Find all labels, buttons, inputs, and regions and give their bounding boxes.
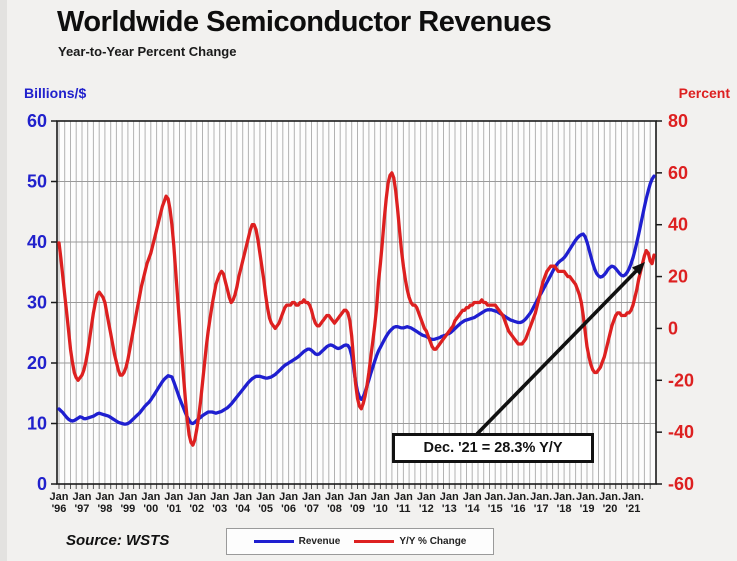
left-axis-tick-label: 0 — [37, 474, 47, 494]
x-axis-tick-label: Jan '10 — [371, 491, 390, 515]
x-axis-tick-label: Jan. '16 — [507, 491, 529, 515]
left-axis-tick-label: 10 — [27, 414, 47, 434]
left-axis-tick-label: 30 — [27, 293, 47, 313]
yoy-change-line-swatch — [354, 540, 395, 543]
x-axis-tick-label: Jan '08 — [325, 491, 344, 515]
right-axis-tick-label: 40 — [668, 215, 688, 235]
x-axis-tick-label: Jan. '21 — [622, 491, 644, 515]
chart-subtitle: Year-to-Year Percent Change — [58, 44, 237, 59]
annotation-arrow-line — [475, 266, 641, 436]
x-axis-tick-label: Jan '13 — [440, 491, 459, 515]
x-axis-tick-label: Jan '97 — [72, 491, 91, 515]
legend: Revenue Y/Y % Change — [226, 528, 494, 555]
x-axis-tick-label: Jan '03 — [210, 491, 229, 515]
page-edge-strip — [0, 0, 7, 561]
left-axis-tick-label: 50 — [27, 172, 47, 192]
x-axis-tick-label: Jan. '15 — [484, 491, 506, 515]
right-axis-tick-label: 60 — [668, 163, 688, 183]
right-axis-tick-label: 80 — [668, 111, 688, 131]
legend-item-yoy-change: Y/Y % Change — [354, 536, 466, 547]
chart-title: Worldwide Semiconductor Revenues — [57, 6, 552, 38]
x-axis-tick-label: Jan '07 — [302, 491, 321, 515]
x-axis-tick-label: Jan '00 — [141, 491, 160, 515]
right-axis-tick-label: 20 — [668, 267, 688, 287]
annotation-box: Dec. '21 = 28.3% Y/Y — [392, 433, 594, 463]
x-axis-tick-label: Jan '04 — [233, 491, 252, 515]
x-axis-tick-label: Jan. '18 — [553, 491, 575, 515]
x-axis-tick-label: Jan '12 — [417, 491, 436, 515]
right-axis-tick-label: -40 — [668, 422, 694, 442]
x-axis-tick-label: Jan '11 — [394, 491, 413, 515]
yoy-change-line — [57, 171, 656, 447]
legend-item-revenue: Revenue — [253, 536, 341, 547]
right-axis-tick-label: -60 — [668, 474, 694, 494]
x-axis-tick-label: Jan '05 — [256, 491, 275, 515]
x-axis-tick-label: Jan '98 — [95, 491, 114, 515]
left-axis-unit-label: Billions/$ — [24, 85, 87, 101]
x-axis-tick-label: Jan. '19 — [576, 491, 598, 515]
x-axis-tick-label: Jan '09 — [348, 491, 367, 515]
x-axis-tick-label: Jan '99 — [118, 491, 137, 515]
x-axis-tick-label: Jan '14 — [463, 491, 482, 515]
x-axis-tick-label: Jan '96 — [50, 491, 69, 515]
x-axis-tick-label: Jan '01 — [164, 491, 183, 515]
legend-label-yoy-change: Y/Y % Change — [399, 536, 467, 547]
left-axis-tick-label: 60 — [27, 111, 47, 131]
left-axis-tick-label: 20 — [27, 353, 47, 373]
source-label: Source: WSTS — [66, 532, 170, 549]
x-axis-tick-label: Jan '06 — [279, 491, 298, 515]
x-axis-tick-label: Jan '02 — [187, 491, 206, 515]
legend-label-revenue: Revenue — [298, 536, 341, 547]
right-axis-tick-label: -20 — [668, 370, 694, 390]
left-axis-tick-label: 40 — [27, 232, 47, 252]
annotation-arrow-head — [632, 262, 645, 276]
annotation-text: Dec. '21 = 28.3% Y/Y — [423, 440, 563, 456]
right-axis-tick-label: 0 — [668, 318, 678, 338]
x-axis-tick-label: Jan. '20 — [599, 491, 621, 515]
right-axis-unit-label: Percent — [678, 85, 730, 101]
x-axis-tick-label: Jan. '17 — [530, 491, 552, 515]
revenue-line-swatch — [253, 540, 294, 543]
